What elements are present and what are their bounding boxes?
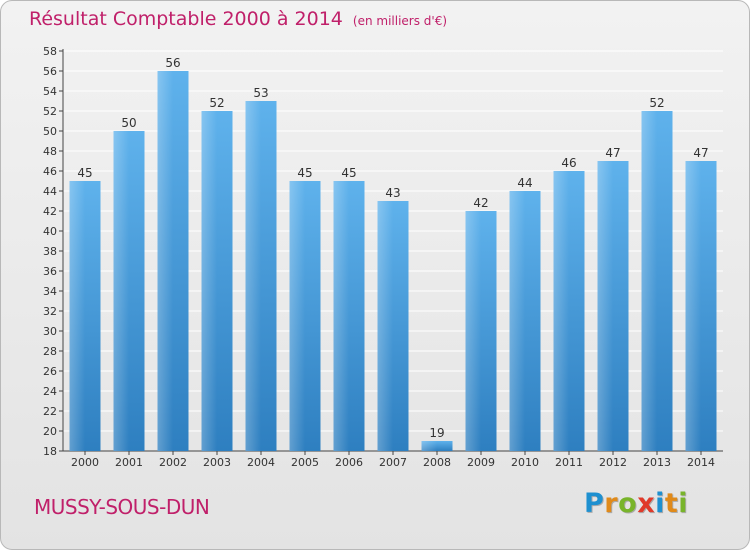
x-tick-label: 2013 [643,456,671,469]
y-tick-label: 56 [43,65,57,78]
bar-shine [289,181,321,451]
bar-shine [333,181,365,451]
logo-letter: r [604,488,619,519]
y-tick-label: 34 [43,285,57,298]
logo-letter: x [637,488,656,519]
bar-value-label: 45 [297,166,312,180]
logo-letter: t [664,488,679,519]
commune-name: MUSSY-SOUS-DUN [34,495,210,519]
bar-shine [641,111,673,451]
y-tick-label: 44 [43,185,57,198]
bar-value-label: 43 [385,186,400,200]
bar-shine [157,71,189,451]
y-tick-label: 24 [43,385,57,398]
logo-letter: o [618,488,638,519]
bar-shine [201,111,233,451]
chart-title: Résultat Comptable 2000 à 2014 (en millie… [29,8,447,30]
bar-value-label: 42 [473,196,488,210]
y-tick-label: 40 [43,225,57,238]
y-tick-label: 42 [43,205,57,218]
y-tick-label: 30 [43,325,57,338]
y-tick-label: 28 [43,345,57,358]
bar-value-label: 46 [561,156,576,170]
y-tick-label: 50 [43,125,57,138]
bar-shine [553,171,585,451]
bar-value-label: 53 [253,86,268,100]
bar-shine [465,211,497,451]
bar-value-label: 44 [517,176,532,190]
bar-value-label: 50 [121,116,136,130]
y-tick-label: 18 [43,445,57,458]
bar-value-label: 45 [77,166,92,180]
y-tick-label: 22 [43,405,57,418]
logo-letter: i [655,488,665,519]
bar-shine [421,441,453,451]
y-tick-label: 46 [43,165,57,178]
x-tick-label: 2002 [159,456,187,469]
bar-value-label: 52 [649,96,664,110]
bar-shine [69,181,101,451]
x-tick-label: 2008 [423,456,451,469]
x-tick-label: 2001 [115,456,143,469]
y-tick-label: 36 [43,265,57,278]
bar-shine [509,191,541,451]
bar-shine [685,161,717,451]
bar-shine [245,101,277,451]
y-tick-label: 52 [43,105,57,118]
bar-value-label: 47 [693,146,708,160]
x-tick-label: 2000 [71,456,99,469]
x-tick-label: 2010 [511,456,539,469]
x-tick-label: 2006 [335,456,363,469]
bar-value-label: 52 [209,96,224,110]
y-tick-label: 48 [43,145,57,158]
title-main: Résultat Comptable 2000 à 2014 [29,8,343,30]
bar-value-label: 56 [165,56,180,70]
proxiti-logo: Proxiti [584,488,688,519]
y-tick-label: 32 [43,305,57,318]
y-tick-label: 58 [43,45,57,58]
bar-value-label: 45 [341,166,356,180]
x-tick-label: 2012 [599,456,627,469]
bar-value-label: 19 [429,426,444,440]
bar-shine [113,131,145,451]
x-tick-label: 2003 [203,456,231,469]
x-tick-label: 2004 [247,456,275,469]
bar-value-label: 47 [605,146,620,160]
x-tick-label: 2005 [291,456,319,469]
x-tick-label: 2007 [379,456,407,469]
x-tick-label: 2009 [467,456,495,469]
bar-shine [597,161,629,451]
title-unit: (en milliers d'€) [352,14,448,28]
y-tick-label: 38 [43,245,57,258]
bar-shine [377,201,409,451]
y-tick-label: 54 [43,85,57,98]
x-tick-label: 2014 [687,456,715,469]
logo-letter: P [584,488,605,519]
y-tick-label: 20 [43,425,57,438]
y-tick-label: 26 [43,365,57,378]
x-tick-label: 2011 [555,456,583,469]
logo-letter: i [678,488,689,519]
